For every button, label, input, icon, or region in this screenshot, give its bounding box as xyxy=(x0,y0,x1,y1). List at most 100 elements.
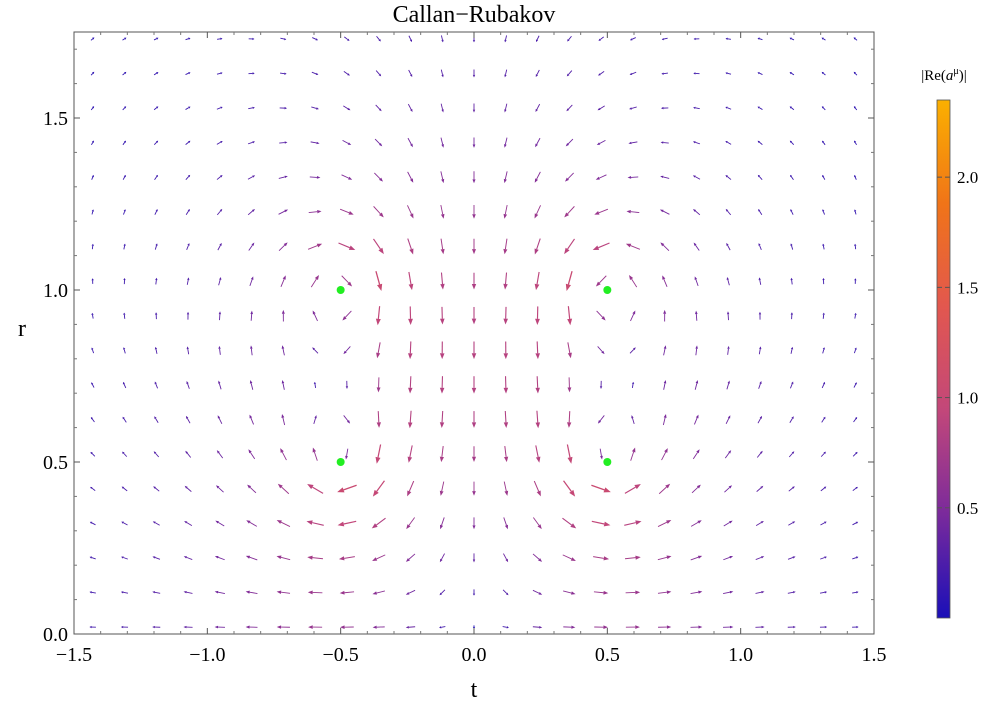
vector-arrow xyxy=(311,107,319,110)
vector-arrow xyxy=(309,210,322,213)
vector-arrow xyxy=(758,175,762,180)
vector-arrow xyxy=(723,556,733,560)
vector-arrow xyxy=(823,347,825,353)
vector-arrow xyxy=(473,553,475,562)
vector-arrow xyxy=(92,209,94,214)
vector-arrow xyxy=(373,626,385,629)
vector-arrow xyxy=(727,346,729,355)
colorbar-tick-label: 2.0 xyxy=(957,168,978,187)
vector-arrow xyxy=(248,209,255,215)
vector-arrow xyxy=(215,626,225,629)
vector-arrow xyxy=(593,243,610,250)
vector-arrow xyxy=(691,591,703,594)
vector-arrow xyxy=(472,342,477,360)
vector-arrow xyxy=(693,209,700,215)
vector-arrow xyxy=(154,416,158,422)
vector-arrow xyxy=(566,271,572,291)
vector-arrow xyxy=(282,345,285,355)
vector-arrow xyxy=(308,625,322,629)
vector-arrow xyxy=(217,175,223,180)
vector-arrow xyxy=(376,105,382,111)
vector-arrow xyxy=(281,275,286,286)
vector-arrow xyxy=(218,415,222,424)
vector-arrow xyxy=(691,520,702,526)
vector-arrow xyxy=(693,449,699,459)
vector-arrow xyxy=(187,243,190,250)
x-tick-label: 0.5 xyxy=(595,644,620,666)
vector-arrow xyxy=(788,556,795,559)
vector-arrow xyxy=(790,416,794,422)
vector-arrow xyxy=(409,272,414,290)
vector-arrow xyxy=(185,451,190,458)
vector-arrow xyxy=(374,173,383,182)
vector-arrow xyxy=(790,38,794,40)
vector-arrow xyxy=(758,38,763,40)
vector-arrow xyxy=(535,104,539,112)
vector-arrow xyxy=(440,273,444,290)
vector-arrow xyxy=(564,239,574,254)
vector-arrow xyxy=(184,521,192,526)
vector-arrow xyxy=(122,452,127,457)
vector-arrow xyxy=(630,310,635,320)
vector-arrow xyxy=(822,244,824,250)
vector-arrow xyxy=(758,209,762,215)
vector-arrow xyxy=(92,175,94,180)
vector-arrow xyxy=(250,380,253,390)
vector-arrow xyxy=(594,591,608,595)
vector-arrow xyxy=(217,450,223,458)
vector-arrow xyxy=(441,138,444,148)
vector-arrow xyxy=(340,209,354,214)
vector-arrow xyxy=(723,626,733,629)
vector-arrow xyxy=(313,310,318,320)
vector-arrow xyxy=(408,306,413,325)
vector-arrow xyxy=(854,37,857,40)
vector-arrow xyxy=(186,72,191,74)
vector-arrow xyxy=(217,107,223,110)
vector-arrow xyxy=(377,411,381,428)
vector-arrow xyxy=(246,520,257,526)
vector-arrow xyxy=(725,72,731,74)
vector-arrow xyxy=(280,72,287,74)
vector-arrow xyxy=(789,451,794,457)
vector-arrow xyxy=(725,175,731,180)
vector-arrow xyxy=(92,244,94,249)
vector-arrow xyxy=(625,556,641,560)
vector-arrow xyxy=(592,521,611,526)
vector-arrow xyxy=(695,345,698,355)
vector-arrow xyxy=(504,70,506,78)
vector-arrow xyxy=(854,106,857,110)
vector-arrow xyxy=(663,414,666,425)
vector-arrow xyxy=(186,107,191,110)
vector-arrow xyxy=(440,411,444,428)
vector-arrow xyxy=(250,415,254,425)
vector-arrow xyxy=(726,243,730,250)
vector-arrow xyxy=(186,38,191,40)
vector-arrow xyxy=(472,376,477,393)
vector-arrow xyxy=(280,448,286,460)
vector-arrow xyxy=(854,313,856,319)
vector-arrow xyxy=(853,452,857,456)
vector-arrow xyxy=(504,341,509,359)
vector-arrow xyxy=(596,276,606,287)
vector-arrow xyxy=(154,72,158,75)
vector-arrow xyxy=(503,590,508,595)
vector-arrow xyxy=(472,517,475,529)
vector-arrow xyxy=(821,452,826,457)
vector-arrow xyxy=(758,141,763,145)
vector-arrow xyxy=(155,278,157,285)
vector-arrow xyxy=(662,275,667,286)
vector-arrow xyxy=(473,70,475,78)
vector-arrow xyxy=(725,141,731,144)
vector-arrow xyxy=(217,141,223,144)
vector-arrow xyxy=(756,556,764,559)
vector-arrow xyxy=(629,275,637,287)
y-axis-ticks: 0.00.51.01.5 xyxy=(43,49,874,646)
vector-arrow xyxy=(625,484,641,493)
vector-arrow xyxy=(215,556,225,560)
vector-arrow xyxy=(248,449,254,459)
vector-arrow xyxy=(279,141,287,143)
vector-arrow xyxy=(692,485,701,493)
vector-arrow xyxy=(408,138,413,147)
vector-arrow xyxy=(90,556,96,559)
vector-arrow xyxy=(822,141,825,145)
